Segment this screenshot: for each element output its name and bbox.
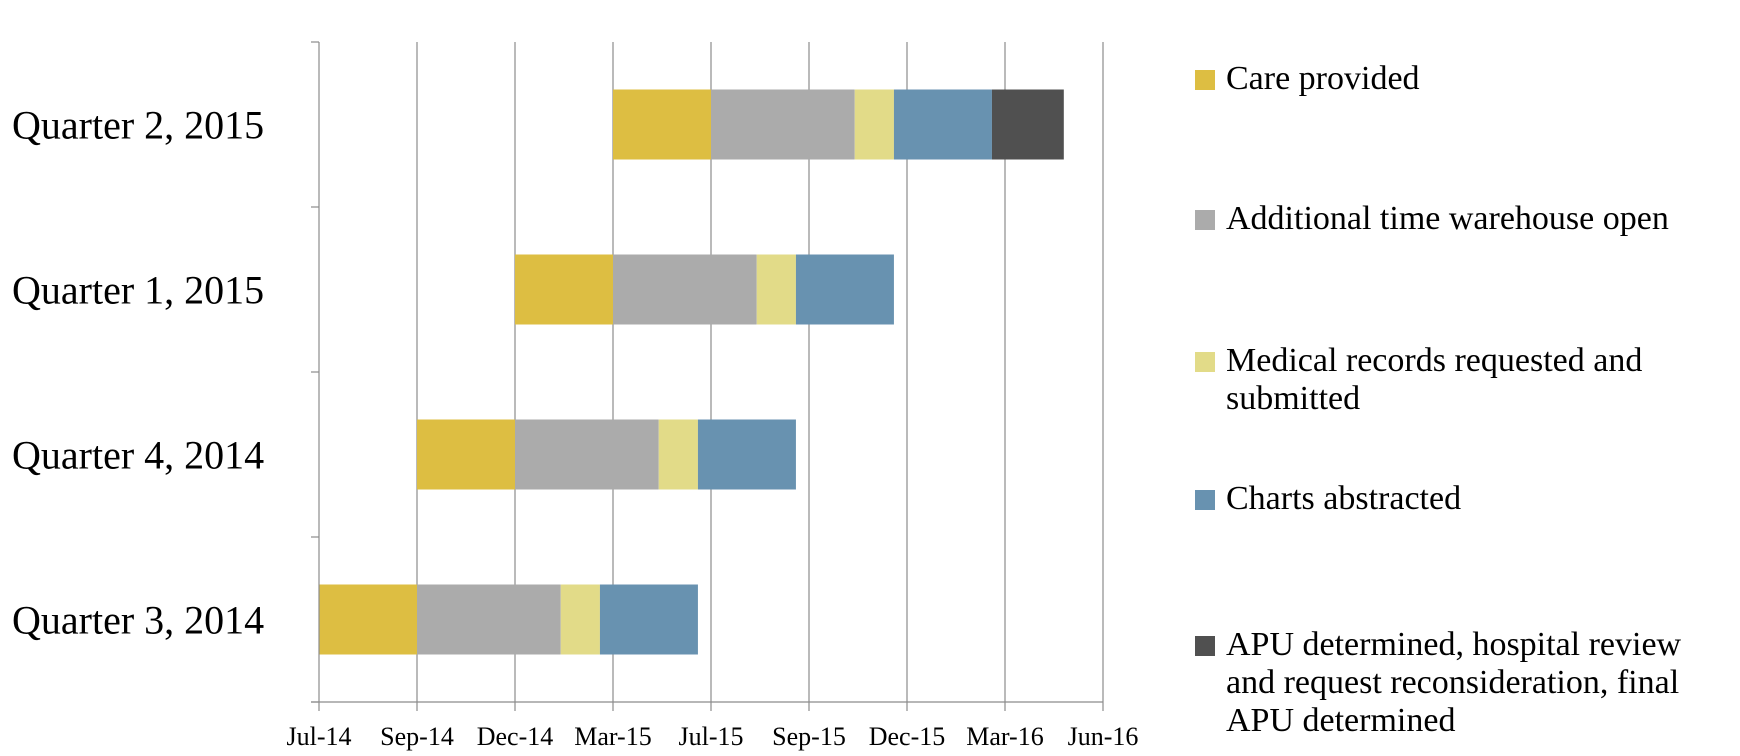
bar-segment	[991, 89, 1064, 160]
legend-item: APU determined, hospital review and requ…	[1195, 626, 1740, 740]
bar-segment	[613, 89, 711, 160]
legend-swatch	[1195, 490, 1215, 510]
timeline-chart: Quarter 3, 2014 Quarter 4, 2014 Quarter 1,…	[12, 41, 1139, 751]
bar-segment	[697, 419, 796, 490]
legend-item: Charts abstracted	[1195, 480, 1740, 518]
x-tick-label: Dec-15	[869, 722, 946, 751]
bar-segment	[599, 584, 698, 655]
legend: Care provided Additional time warehouse o…	[1195, 0, 1740, 756]
x-tick-label: Mar-16	[966, 722, 1043, 751]
x-tick-label: Jul-15	[679, 722, 744, 751]
x-tick-labels: Jul-14 Sep-14 Dec-14 Mar-15 Jul-15 Sep-15 Dec-…	[287, 722, 1139, 751]
bar-segment	[417, 419, 515, 490]
bar-segment	[319, 584, 417, 655]
legend-swatch	[1195, 352, 1215, 372]
bar-segment	[854, 89, 894, 160]
category-label: Quarter 3, 2014	[12, 598, 264, 643]
category-labels: Quarter 3, 2014 Quarter 4, 2014 Quarter 1,…	[12, 103, 264, 643]
bar-segment	[711, 89, 855, 160]
category-label: Quarter 4, 2014	[12, 433, 264, 478]
legend-label: Additional time warehouse open	[1226, 200, 1669, 237]
x-tick-label: Sep-14	[380, 722, 454, 751]
x-tick-label: Mar-15	[574, 722, 651, 751]
bar-segment	[795, 254, 894, 325]
bar-segment	[417, 584, 561, 655]
legend-item: Care provided	[1195, 60, 1740, 98]
legend-item: Medical records requested and submitted	[1195, 342, 1740, 418]
bar-segment	[560, 584, 600, 655]
legend-swatch	[1195, 636, 1215, 656]
x-tick-label: Jul-14	[287, 722, 352, 751]
legend-label: Care provided	[1226, 60, 1420, 97]
bar-segment	[756, 254, 796, 325]
legend-swatch	[1195, 210, 1215, 230]
bar-segment	[515, 419, 659, 490]
bar-segment	[613, 254, 757, 325]
legend-label: Medical records requested and submitted	[1226, 342, 1643, 417]
category-label: Quarter 2, 2015	[12, 103, 264, 148]
x-tick-label: Dec-14	[477, 722, 554, 751]
x-tick-label: Jun-16	[1068, 722, 1139, 751]
legend-item: Additional time warehouse open	[1195, 200, 1740, 238]
axes	[311, 41, 1104, 711]
bar-segment	[658, 419, 698, 490]
category-label: Quarter 1, 2015	[12, 268, 264, 313]
bar-segment	[893, 89, 992, 160]
legend-label: APU determined, hospital review and requ…	[1226, 626, 1682, 739]
x-tick-label: Sep-15	[772, 722, 846, 751]
bars	[319, 89, 1064, 655]
legend-label: Charts abstracted	[1226, 480, 1462, 517]
legend-swatch	[1195, 70, 1215, 90]
bar-segment	[515, 254, 613, 325]
